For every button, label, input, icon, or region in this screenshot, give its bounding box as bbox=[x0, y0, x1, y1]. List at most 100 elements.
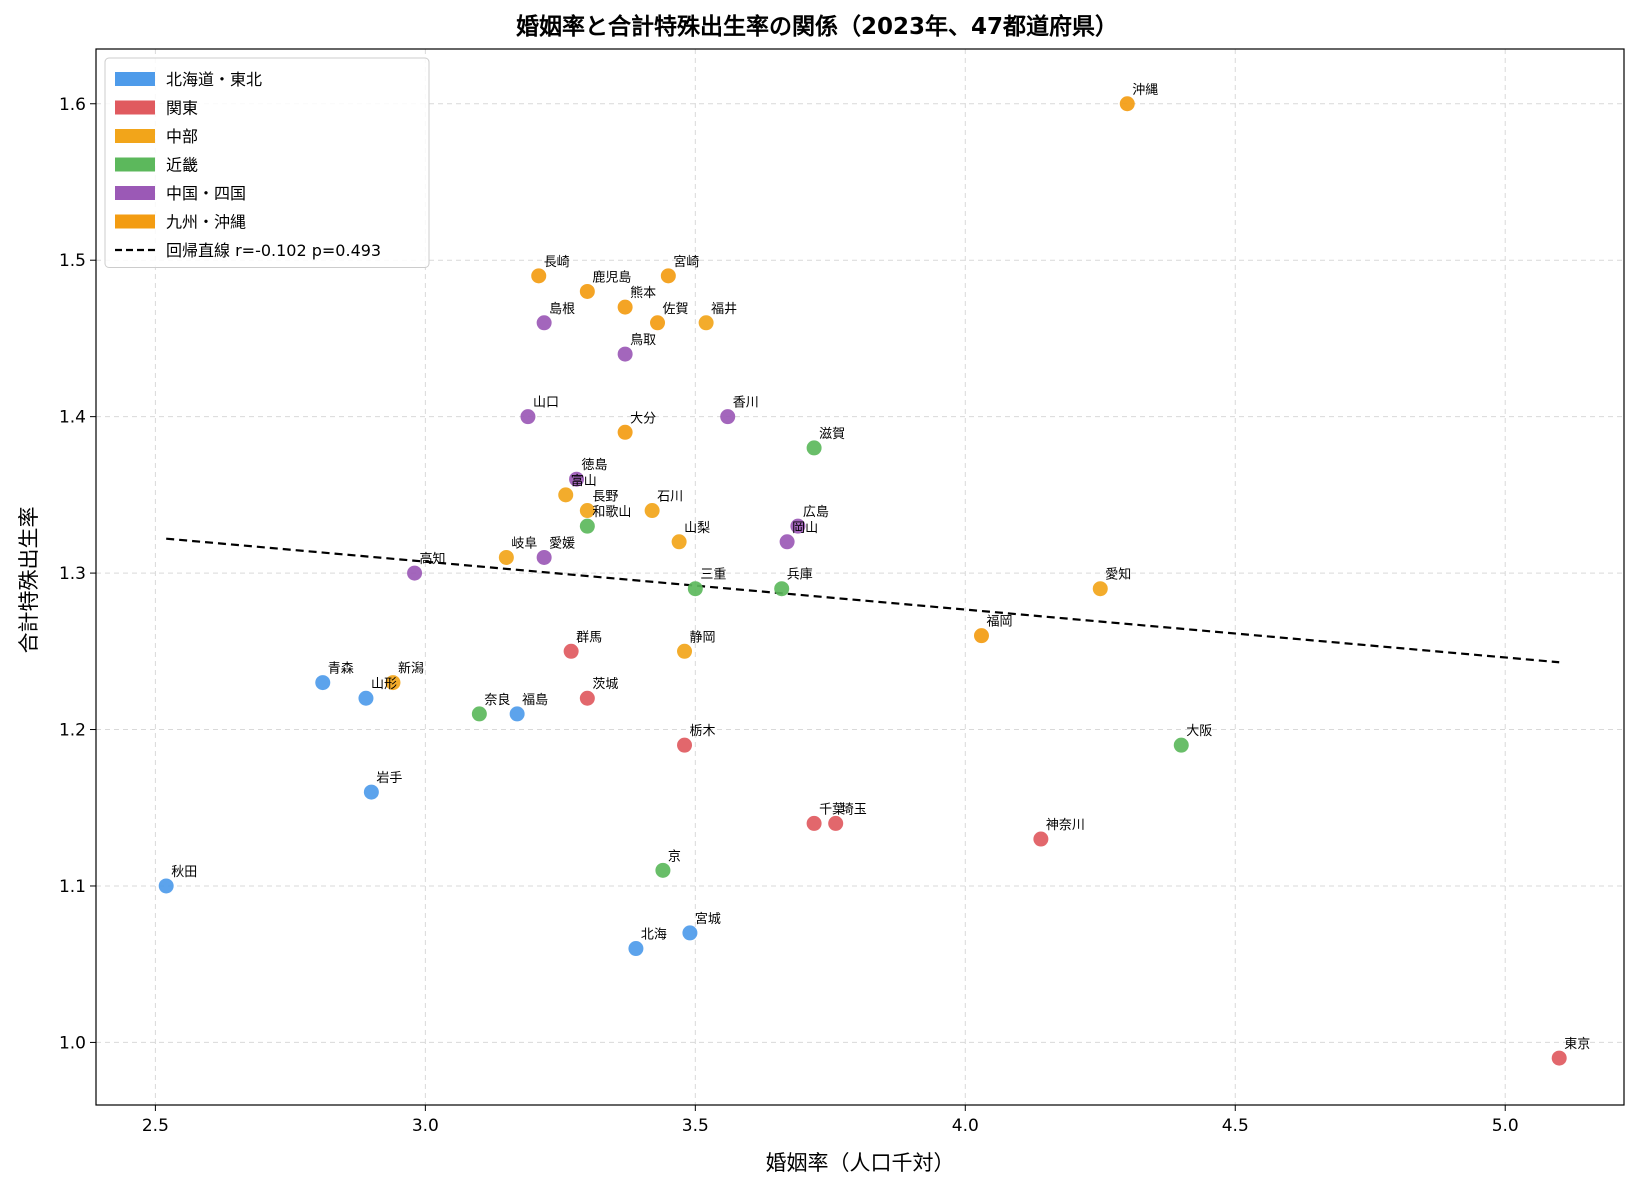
point-label: 広島 bbox=[803, 505, 829, 520]
legend-item-label: 中国・四国 bbox=[166, 184, 246, 203]
legend-item-label: 九州・沖縄 bbox=[166, 213, 246, 232]
y-tick-label: 1.6 bbox=[59, 95, 86, 115]
point-label: 福島 bbox=[522, 693, 548, 708]
data-point bbox=[671, 534, 687, 550]
data-point bbox=[579, 518, 595, 534]
plot-frame bbox=[95, 48, 1625, 1106]
point-label: 沖縄 bbox=[1132, 83, 1158, 98]
data-point bbox=[698, 315, 714, 331]
data-point bbox=[1092, 581, 1108, 597]
legend-swatch bbox=[115, 186, 155, 200]
legend-item-label: 北海道・東北 bbox=[166, 70, 262, 89]
data-point bbox=[617, 424, 633, 440]
x-tick-label: 3.5 bbox=[682, 1116, 709, 1136]
legend-item-label: 関東 bbox=[166, 99, 198, 118]
legend-item-label: 中部 bbox=[166, 127, 198, 146]
y-tick-label: 1.4 bbox=[59, 408, 86, 428]
point-label: 宮崎 bbox=[673, 254, 699, 270]
point-label: 山形 bbox=[371, 677, 397, 692]
point-label: 滋賀 bbox=[819, 427, 845, 442]
point-label: 山梨 bbox=[684, 521, 710, 536]
data-point bbox=[471, 706, 487, 722]
data-point bbox=[363, 784, 379, 800]
regression-layer bbox=[166, 537, 1560, 664]
point-label: 秋田 bbox=[171, 865, 197, 880]
data-point bbox=[677, 737, 693, 753]
y-axis-ticks: 1.0 1.1 1.2 1.3 1.4 1.5 1.6 bbox=[59, 95, 96, 1053]
point-label: 長野 bbox=[592, 490, 618, 505]
data-point bbox=[536, 549, 552, 565]
data-point bbox=[779, 534, 795, 550]
point-label: 山口 bbox=[533, 396, 559, 411]
data-point bbox=[790, 518, 806, 534]
data-point bbox=[628, 941, 644, 957]
x-tick-label: 5.0 bbox=[1492, 1116, 1519, 1136]
y-tick-label: 1.0 bbox=[59, 1033, 86, 1053]
data-point bbox=[677, 643, 693, 659]
point-label: 熊本 bbox=[630, 285, 656, 301]
data-point bbox=[644, 503, 660, 519]
data-point bbox=[617, 346, 633, 362]
point-label: 奈良 bbox=[484, 692, 510, 708]
point-label: 愛媛 bbox=[549, 536, 575, 551]
data-point bbox=[407, 565, 423, 581]
point-label: 群馬 bbox=[576, 630, 602, 645]
data-point bbox=[498, 549, 514, 565]
point-label: 東京 bbox=[1564, 1036, 1590, 1052]
data-point bbox=[828, 815, 844, 831]
x-axis-ticks: 2.5 3.0 3.5 4.0 4.5 5.0 bbox=[142, 1105, 1519, 1136]
point-label: 佐賀 bbox=[663, 302, 689, 317]
point-label: 北海 bbox=[641, 928, 667, 943]
point-label: 青森 bbox=[328, 662, 354, 677]
point-label: 福岡 bbox=[986, 615, 1012, 630]
point-label: 岡山 bbox=[792, 521, 818, 536]
data-point bbox=[531, 268, 547, 284]
point-label: 兵庫 bbox=[787, 568, 813, 583]
data-points bbox=[158, 96, 1567, 1066]
data-point bbox=[563, 643, 579, 659]
data-point bbox=[315, 675, 331, 691]
data-point bbox=[655, 862, 671, 878]
point-label: 福井 bbox=[711, 302, 737, 317]
data-point bbox=[1033, 831, 1049, 847]
data-point bbox=[973, 628, 989, 644]
legend-swatch bbox=[115, 72, 155, 86]
point-label: 大阪 bbox=[1186, 724, 1212, 739]
data-point bbox=[682, 925, 698, 941]
data-point bbox=[579, 503, 595, 519]
point-label: 静岡 bbox=[690, 630, 716, 645]
data-point bbox=[650, 315, 666, 331]
data-point bbox=[158, 878, 174, 894]
data-point bbox=[536, 315, 552, 331]
point-label: 岩手 bbox=[376, 771, 402, 786]
data-point bbox=[687, 581, 703, 597]
point-label: 神奈川 bbox=[1046, 818, 1085, 833]
point-label: 新潟 bbox=[398, 661, 424, 677]
point-label: 香川 bbox=[733, 396, 759, 411]
point-label: 茨城 bbox=[592, 677, 618, 692]
chart-title: 婚姻率と合計特殊出生率の関係（2023年、47都道府県） bbox=[516, 13, 1118, 40]
legend-regression-label: 回帰直線 r=-0.102 p=0.493 bbox=[166, 241, 381, 260]
data-point bbox=[569, 471, 585, 487]
point-label: 栃木 bbox=[690, 724, 716, 739]
legend-swatch bbox=[115, 129, 155, 143]
x-tick-label: 4.5 bbox=[1222, 1116, 1249, 1136]
point-label: 三重 bbox=[700, 567, 726, 583]
point-label: 岐阜 bbox=[511, 535, 537, 551]
point-label: 石川 bbox=[657, 490, 683, 505]
y-tick-label: 1.5 bbox=[59, 251, 86, 271]
legend-box bbox=[104, 57, 430, 268]
y-tick-label: 1.1 bbox=[59, 877, 86, 897]
legend-swatch bbox=[115, 100, 155, 115]
point-label: 鳥取 bbox=[630, 333, 656, 348]
point-label: 和歌山 bbox=[592, 505, 631, 520]
data-point bbox=[1119, 96, 1135, 112]
y-axis-label: 合計特殊出生率 bbox=[17, 507, 41, 654]
legend-swatch bbox=[115, 157, 155, 172]
x-tick-label: 2.5 bbox=[142, 1116, 169, 1136]
y-tick-label: 1.2 bbox=[59, 721, 86, 741]
data-point bbox=[358, 690, 374, 706]
